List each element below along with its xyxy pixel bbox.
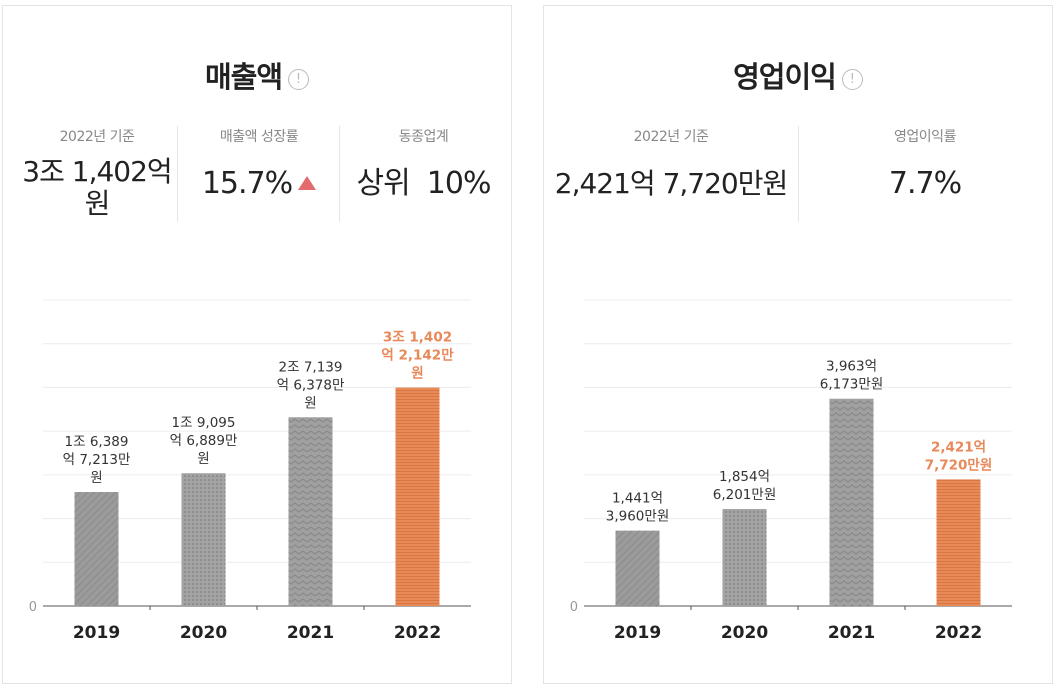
revenue-card: 매출액! 2022년 기준 3조 1,402억 원 매출액 성장률 15.7% … [2, 5, 512, 684]
data-label: 6,201만원 [713, 487, 777, 503]
stat-label: 2022년 기준 [59, 129, 135, 145]
bar-2020 [181, 473, 226, 606]
stat-value: 7.7% [888, 166, 962, 201]
stat-value: 2,421억 7,720만원 [554, 167, 789, 200]
bar-2021 [288, 417, 333, 606]
data-label: 3조 1,402 [383, 330, 452, 346]
bar-2019 [74, 492, 119, 606]
stat-value-line2: 원 [84, 187, 111, 220]
x-tick-label: 2020 [180, 623, 227, 643]
stat-label: 영업이익률 [894, 129, 956, 145]
data-label: 1,854억 [719, 469, 770, 485]
bar-2019 [615, 530, 660, 606]
data-label: 1조 6,389 [65, 434, 129, 450]
operating-profit-bar-chart: 0 2019 1,441억 3,960만원 2020 1,854억 6,201만원 2021 3… [570, 299, 1012, 643]
divider [339, 126, 340, 222]
revenue-title: 매출액! [3, 54, 511, 96]
data-label: 억 2,142만 [381, 348, 454, 364]
operating-profit-stat-margin: 영업이익률 7.7% [800, 126, 1050, 200]
data-label: 1조 9,095 [172, 415, 236, 431]
growth-value: 15.7% [201, 166, 293, 201]
x-tick-label: 2019 [73, 623, 120, 643]
stat-label: 매출액 성장률 [219, 129, 299, 145]
data-label: 원 [197, 451, 209, 467]
bar-2022 [936, 479, 981, 606]
data-label: 억 6,378만 [277, 377, 345, 393]
bar-2021 [829, 398, 874, 606]
y-tick-label: 0 [29, 600, 37, 615]
data-label: 억 6,889만 [170, 433, 238, 449]
operating-profit-card: 영업이익! 2022년 기준 2,421억 7,720만원 영업이익률 7.7%… [543, 5, 1053, 684]
divider [177, 126, 178, 222]
revenue-stat-industry: 동종업계 상위 10% [341, 126, 506, 200]
stat-value-line1: 3조 1,402억 [22, 155, 172, 188]
data-label: 6,173만원 [820, 377, 884, 393]
x-tick-label: 2022 [394, 623, 441, 643]
x-tick-label: 2021 [828, 623, 875, 643]
data-label: 2조 7,139 [279, 359, 343, 375]
x-tick-label: 2020 [721, 623, 768, 643]
divider [798, 126, 799, 222]
y-tick-label: 0 [570, 600, 578, 615]
x-tick-label: 2021 [287, 623, 334, 643]
data-label: 7,720만원 [925, 457, 993, 473]
stat-value: 15.7% [179, 168, 339, 200]
stat-value: 3조 1,402억 원 [11, 156, 183, 220]
data-label: 원 [90, 470, 102, 486]
data-label: 1,441억 [612, 491, 663, 507]
x-tick-label: 2022 [935, 623, 982, 643]
stat-value: 상위 10% [356, 166, 492, 201]
bar-2022 [395, 387, 440, 606]
data-label: 3,960만원 [606, 509, 670, 525]
stat-label: 2022년 기준 [633, 129, 709, 145]
data-label: 억 7,213만 [63, 452, 131, 468]
info-icon[interactable]: ! [841, 68, 863, 90]
operating-profit-title: 영업이익! [544, 54, 1052, 96]
bar-2020 [722, 509, 767, 606]
up-triangle-icon [298, 175, 317, 190]
stat-label: 동종업계 [398, 129, 449, 145]
data-label: 원 [411, 366, 423, 382]
info-icon[interactable]: ! [288, 68, 310, 90]
revenue-stat-growth: 매출액 성장률 15.7% [179, 126, 339, 200]
data-label: 원 [304, 395, 316, 411]
revenue-stat-total: 2022년 기준 3조 1,402억 원 [11, 126, 183, 220]
data-label: 2,421억 [931, 439, 986, 455]
data-label: 3,963억 [826, 359, 877, 375]
x-tick-label: 2019 [614, 623, 661, 643]
operating-profit-stat-total: 2022년 기준 2,421억 7,720만원 [544, 126, 798, 200]
